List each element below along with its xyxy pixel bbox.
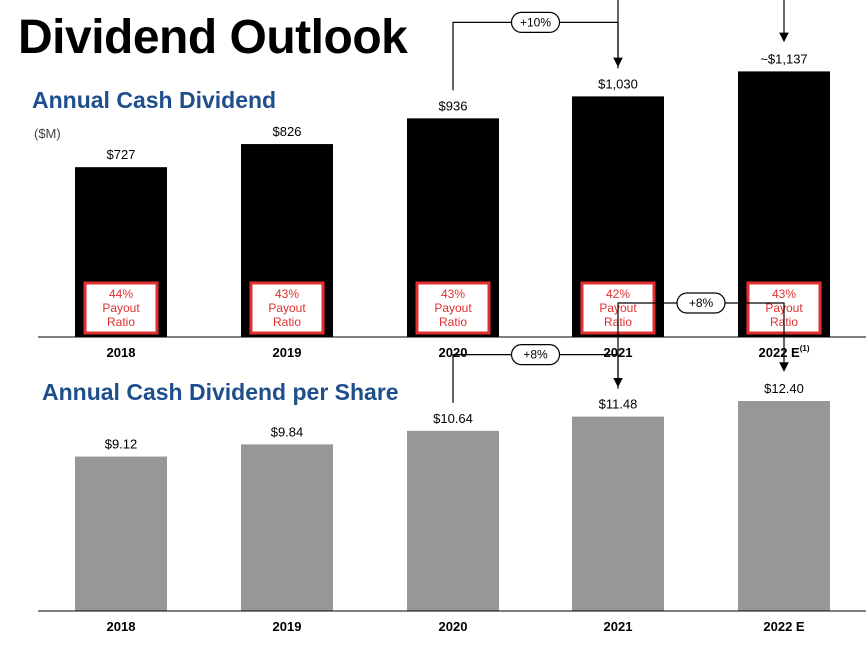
chart2-tick-label-3: 2021	[604, 619, 633, 634]
chart2-tick-label-4: 2022 E	[763, 619, 805, 634]
chart1-payout-pct-2: 43%	[441, 287, 465, 301]
chart1-ratio-word-2: Ratio	[439, 315, 467, 329]
chart1-title: Annual Cash Dividend	[32, 87, 277, 113]
chart1-payout-pct-1: 43%	[275, 287, 299, 301]
chart2-bar-4	[738, 401, 830, 611]
chart2-tick-label-0: 2018	[107, 619, 136, 634]
chart1-value-label-4: ~$1,137	[760, 51, 807, 66]
chart1-ratio-word-1: Ratio	[273, 315, 301, 329]
chart1-payout-word-2: Payout	[434, 301, 472, 315]
chart2-value-label-3: $11.48	[599, 397, 638, 412]
chart1-footnote-marker: (1)	[800, 344, 810, 353]
chart2-tick-label-1: 2019	[273, 619, 302, 634]
chart1-payout-word-0: Payout	[102, 301, 140, 315]
chart1-payout-pct-4: 43%	[772, 287, 796, 301]
chart1-tick-label-1: 2019	[273, 345, 302, 360]
chart1-growth-0-label: +10%	[520, 15, 551, 29]
chart2-tick-label-2: 2020	[439, 619, 468, 634]
chart1-unit-label: ($M)	[34, 126, 61, 141]
chart1-tick-label-2: 2020	[439, 345, 468, 360]
chart2-value-label-1: $9.84	[271, 424, 304, 439]
chart1-growth-1-connector	[617, 0, 789, 69]
chart1-value-label-1: $826	[273, 124, 302, 139]
chart1-value-label-0: $727	[107, 147, 136, 162]
chart1-ratio-word-0: Ratio	[107, 315, 135, 329]
page-title: Dividend Outlook	[18, 11, 408, 64]
chart1-value-label-2: $936	[439, 98, 468, 113]
chart2-value-label-0: $9.12	[105, 437, 138, 452]
chart2-growth-1-label: +8%	[689, 296, 714, 310]
chart1-payout-box-2	[415, 281, 491, 335]
chart2-title: Annual Cash Dividend per Share	[42, 379, 399, 405]
chart2-value-label-4: $12.40	[764, 381, 804, 396]
chart2-value-label-2: $10.64	[433, 411, 473, 426]
chart1-tick-label-0: 2018	[107, 345, 136, 360]
chart2-bar-1	[241, 444, 333, 611]
chart1-payout-word-1: Payout	[268, 301, 306, 315]
chart1-payout-box-1	[249, 281, 325, 335]
chart2-bar-2	[407, 430, 499, 611]
chart1-growth-0-pill	[510, 11, 561, 33]
chart2-growth-0-pill	[510, 344, 561, 366]
chart2-bar-0	[75, 456, 167, 611]
chart1-payout-pct-0: 44%	[109, 287, 133, 301]
chart2-bar-3	[572, 416, 664, 611]
chart2-growth-0-label: +8%	[523, 348, 548, 362]
chart2-growth-1-pill	[676, 292, 726, 314]
chart1-payout-pct-3: 42%	[606, 287, 630, 301]
chart1-value-label-3: $1,030	[598, 76, 638, 91]
chart1-payout-box-0	[83, 281, 159, 335]
